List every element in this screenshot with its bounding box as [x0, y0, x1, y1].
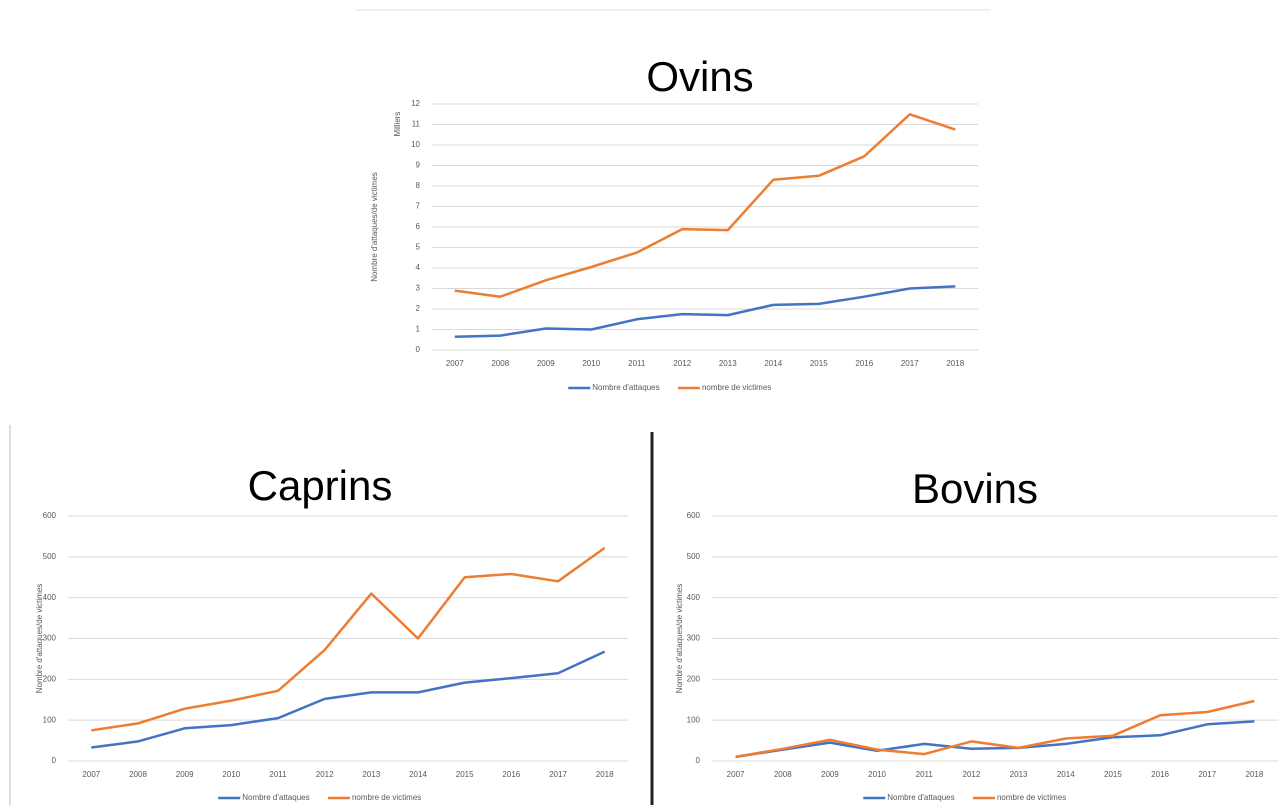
x-tick-label: 2018	[1246, 770, 1264, 779]
y-tick-label: 500	[43, 552, 57, 561]
y-axis-title: Nombre d'attaques/de victimes	[35, 584, 44, 694]
chart-title: Ovins	[646, 53, 753, 100]
y-tick-label: 300	[43, 634, 57, 643]
y-tick-label: 5	[416, 243, 421, 252]
y-axis-title: Nombre d'attaques/de victimes	[370, 172, 379, 282]
legend-label: nombre de victimes	[702, 383, 771, 392]
y-tick-label: 11	[412, 120, 421, 129]
y-tick-label: 2	[416, 304, 421, 313]
x-tick-label: 2011	[916, 770, 934, 779]
y-tick-label: 100	[43, 715, 57, 724]
x-tick-label: 2007	[446, 359, 464, 368]
x-tick-label: 2007	[727, 770, 745, 779]
series-line	[91, 546, 606, 732]
x-tick-label: 2017	[1198, 770, 1216, 779]
x-tick-label: 2007	[82, 770, 100, 779]
x-tick-label: 2014	[764, 359, 782, 368]
x-tick-label: 2018	[946, 359, 964, 368]
y-tick-label: 8	[416, 181, 421, 190]
x-tick-label: 2010	[868, 770, 886, 779]
series-line	[454, 285, 956, 338]
x-tick-label: 2008	[774, 770, 792, 779]
y-tick-label: 10	[411, 140, 420, 149]
x-tick-label: 2015	[456, 770, 474, 779]
x-tick-label: 2015	[810, 359, 828, 368]
x-tick-label: 2017	[901, 359, 919, 368]
x-tick-label: 2016	[1151, 770, 1169, 779]
y-tick-label: 3	[416, 284, 421, 293]
x-tick-label: 2011	[269, 770, 287, 779]
legend-label: Nombre d'attaques	[887, 793, 954, 802]
x-tick-label: 2013	[362, 770, 380, 779]
x-tick-label: 2012	[963, 770, 981, 779]
series-line	[735, 699, 1255, 759]
y-tick-label: 0	[696, 756, 701, 765]
y-tick-label: 500	[687, 552, 701, 561]
series-line	[454, 113, 956, 298]
x-tick-label: 2018	[596, 770, 614, 779]
legend-label: nombre de victimes	[997, 793, 1066, 802]
chart-title: Bovins	[912, 465, 1038, 512]
x-tick-label: 2017	[549, 770, 567, 779]
x-tick-label: 2012	[673, 359, 691, 368]
x-tick-label: 2010	[222, 770, 240, 779]
x-tick-label: 2013	[1010, 770, 1028, 779]
y-axis-title: Nombre d'attaques/de victimes	[675, 584, 684, 694]
y-tick-label: 7	[416, 202, 421, 211]
legend-label: Nombre d'attaques	[242, 793, 309, 802]
series-line	[735, 720, 1255, 759]
legend-label: nombre de victimes	[352, 793, 421, 802]
y-tick-label: 300	[687, 634, 701, 643]
x-tick-label: 2013	[719, 359, 737, 368]
x-tick-label: 2011	[628, 359, 646, 368]
x-tick-label: 2008	[491, 359, 509, 368]
y-axis-unit: Milliers	[393, 112, 402, 137]
x-tick-label: 2008	[129, 770, 147, 779]
y-tick-label: 0	[416, 345, 421, 354]
y-tick-label: 4	[416, 263, 421, 272]
x-tick-label: 2015	[1104, 770, 1122, 779]
y-tick-label: 600	[43, 511, 57, 520]
x-tick-label: 2010	[582, 359, 600, 368]
legend-label: Nombre d'attaques	[592, 383, 659, 392]
y-tick-label: 400	[687, 593, 701, 602]
y-tick-label: 0	[52, 756, 57, 765]
x-tick-label: 2009	[821, 770, 839, 779]
x-tick-label: 2012	[316, 770, 334, 779]
y-tick-label: 12	[411, 99, 420, 108]
y-tick-label: 600	[687, 511, 701, 520]
y-tick-label: 200	[43, 674, 57, 683]
x-tick-label: 2009	[537, 359, 555, 368]
series-line	[91, 650, 606, 749]
x-tick-label: 2009	[176, 770, 194, 779]
x-tick-label: 2014	[1057, 770, 1075, 779]
x-tick-label: 2014	[409, 770, 427, 779]
y-tick-label: 9	[416, 161, 421, 170]
chart-title: Caprins	[248, 462, 393, 509]
x-tick-label: 2016	[855, 359, 873, 368]
y-tick-label: 100	[687, 715, 701, 724]
y-tick-label: 1	[416, 325, 421, 334]
y-tick-label: 200	[687, 674, 701, 683]
y-tick-label: 6	[416, 222, 421, 231]
x-tick-label: 2016	[502, 770, 520, 779]
y-tick-label: 400	[43, 593, 57, 602]
